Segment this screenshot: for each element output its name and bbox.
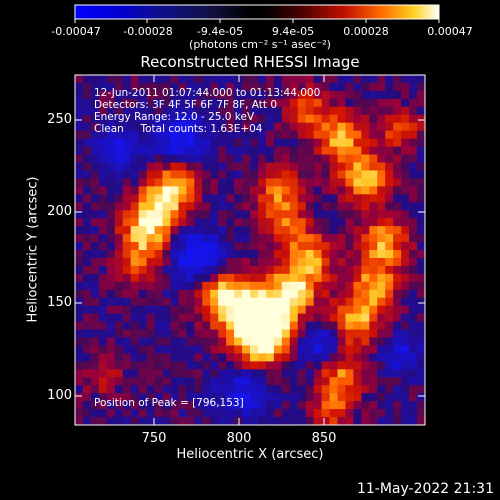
y-tick-label: 100 [47,388,72,403]
y-tick-label: 250 [47,112,72,127]
y-axis-label: Heliocentric Y (arcsec) [25,176,41,323]
y-axis-ticks [75,119,425,397]
colorbar-tick-label: 0.00047 [427,25,473,38]
colorbar-tick-label: -9.4e-05 [196,25,244,38]
x-axis-label: Heliocentric X (arcsec) [176,447,324,462]
plot-frame [74,74,426,426]
footer-timestamp: 11-May-2022 21:31 [356,481,494,497]
colorbar-ticks [74,19,440,23]
plot-title: Reconstructed RHESSI Image [140,53,360,71]
x-tick-label: 850 [311,431,337,446]
energy-range-text: Energy Range: 12.0 - 25.0 keV [94,111,255,123]
colorbar-tick-label: 0.00028 [343,25,389,38]
x-tick-label: 750 [141,431,167,446]
y-tick-label: 200 [47,204,72,219]
detectors-text: Detectors: 3F 4F 5F 6F 7F 8F, Att 0 [94,99,278,111]
x-tick-label: 800 [226,431,252,446]
clean-counts-text: Clean Total counts: 1.63E+04 [94,123,263,135]
y-tick-label: 150 [47,295,72,310]
rhessi-image [75,75,425,425]
x-axis-ticks [153,75,325,425]
colorbar [74,4,440,20]
colorbar-unit-label: (photons cm⁻² s⁻¹ asec⁻²) [189,38,331,51]
peak-position-text: Position of Peak = [796,153] [94,397,244,409]
colorbar-tick-label: 9.4e-05 [271,25,315,38]
colorbar-tick-label: -0.00047 [51,25,101,38]
colorbar-tick-label: -0.00028 [123,25,173,38]
time-range-text: 12-Jun-2011 01:07:44.000 to 01:13:44.000 [94,87,321,99]
